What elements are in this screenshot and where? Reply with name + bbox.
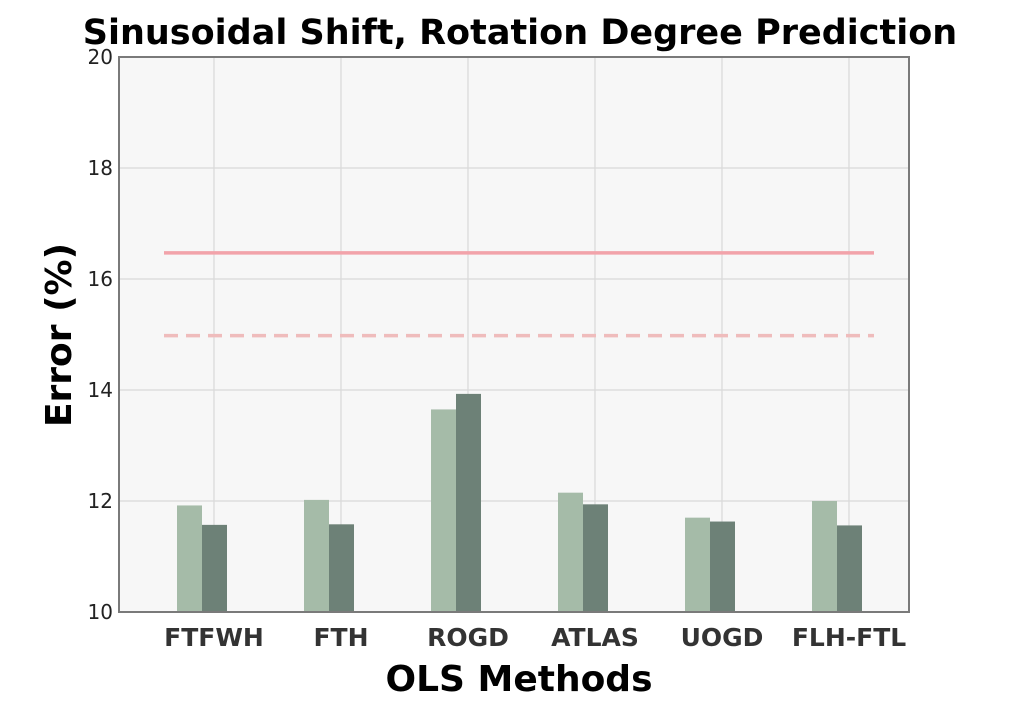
x-tick-label: ROGD (427, 623, 509, 652)
y-tick-label: 10 (88, 600, 113, 624)
bar-flh-ftl-series-2 (837, 525, 862, 612)
x-tick-label: FTFWH (164, 623, 264, 652)
bar-fth-series-1 (304, 499, 329, 612)
y-tick-label: 14 (88, 378, 113, 402)
x-tick-label: UOGD (681, 623, 764, 652)
y-tick-label: 20 (88, 45, 113, 69)
bar-atlas-series-2 (583, 504, 608, 612)
x-tick-label: ATLAS (551, 623, 639, 652)
y-tick-labels: 10 12 14 16 18 20 (88, 45, 113, 624)
bar-rogd-series-1 (431, 409, 456, 612)
y-tick-label: 16 (88, 267, 113, 291)
plot-area (119, 57, 909, 612)
bar-flh-ftl-series-1 (812, 501, 837, 612)
bar-atlas-series-1 (558, 492, 583, 612)
bar-fth-series-2 (329, 524, 354, 612)
bar-ftfwh-series-2 (202, 524, 227, 612)
x-tick-labels: FTFWH FTH ROGD ATLAS UOGD FLH-FTL (164, 623, 906, 652)
bar-uogd-series-1 (685, 517, 710, 612)
x-tick-label: FTH (313, 623, 368, 652)
x-axis-label: OLS Methods (385, 659, 652, 700)
bar-uogd-series-2 (710, 521, 735, 612)
bars (177, 393, 862, 612)
y-axis-label: Error (%) (39, 243, 80, 427)
chart-title: Sinusoidal Shift, Rotation Degree Predic… (83, 13, 957, 53)
plot-frame (118, 56, 910, 613)
bar-rogd-series-2 (456, 393, 481, 612)
reference-lines (164, 251, 874, 338)
bar-ftfwh-series-1 (177, 505, 202, 612)
y-tick-label: 18 (88, 156, 113, 180)
y-tick-label: 12 (88, 489, 113, 513)
x-tick-label: FLH-FTL (792, 623, 906, 652)
